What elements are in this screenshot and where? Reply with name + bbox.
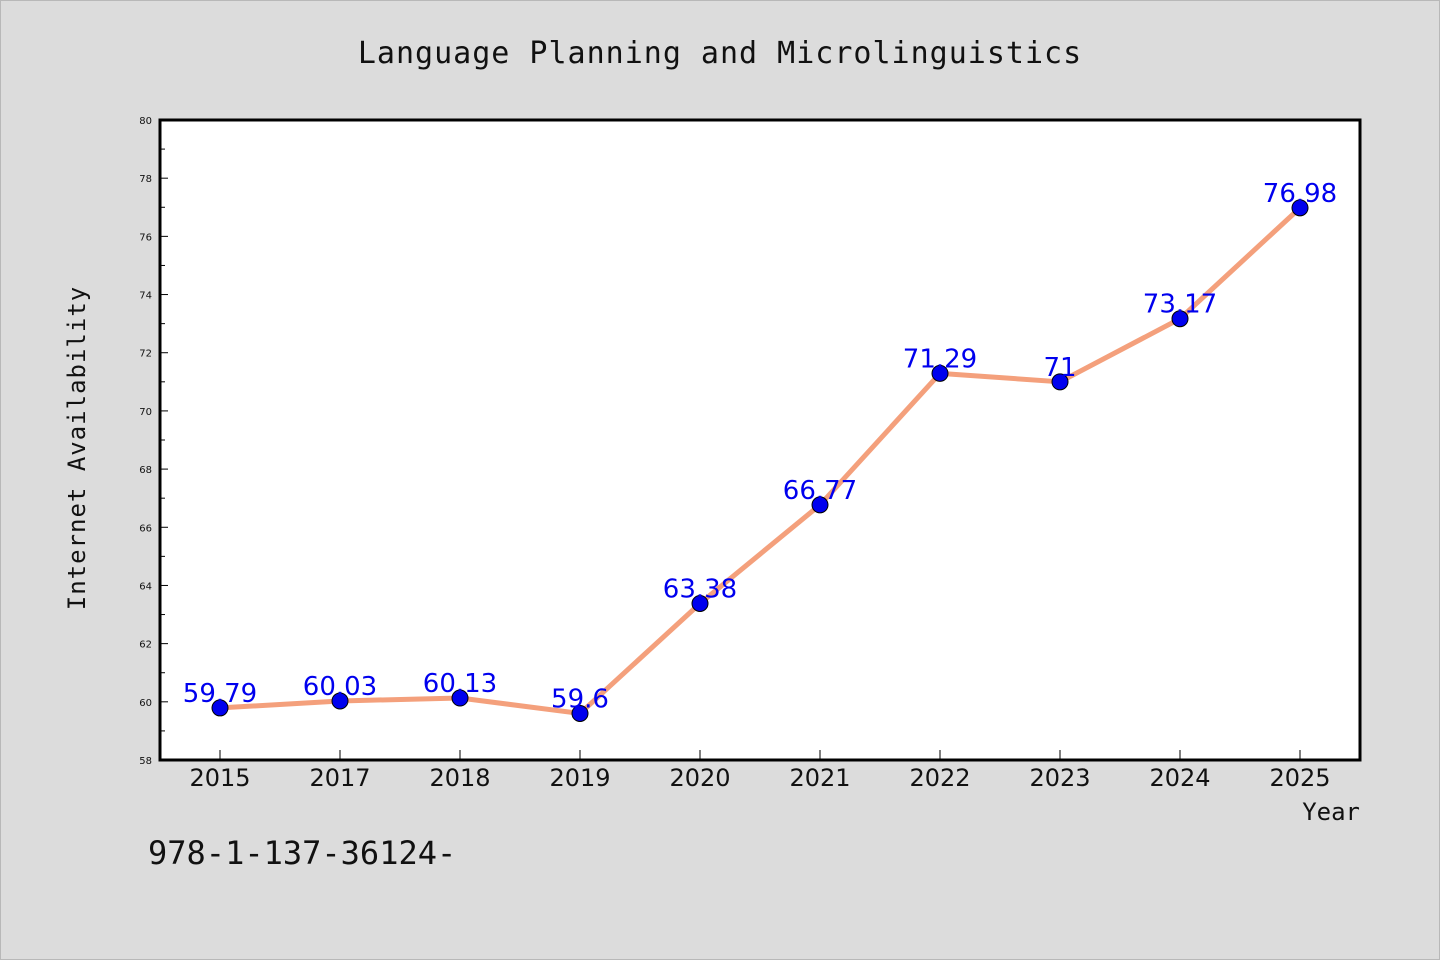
y-tick-label: 76: [139, 232, 152, 243]
y-axis-label: Internet Availability: [63, 286, 91, 610]
y-tick-label: 60: [139, 698, 152, 709]
x-axis: 2015 2017 2018 2019 2020 2021 2022 2023 2024 2025: [189, 750, 1331, 792]
x-tick-label: 2023: [1029, 764, 1090, 792]
x-tick-label: 2017: [309, 764, 370, 792]
data-label: 60.03: [303, 672, 377, 702]
data-point: [571, 704, 589, 722]
data-point: [811, 496, 829, 514]
chart-title: Language Planning and Microlinguistics: [358, 36, 1082, 71]
data-point: [1051, 373, 1069, 391]
y-tick-label: 68: [139, 465, 152, 476]
series-line: [217, 205, 1303, 716]
y-tick-label: 66: [139, 523, 152, 534]
y-tick-label: 72: [139, 349, 152, 360]
x-tick-label: 2015: [189, 764, 250, 792]
x-tick-label: 2021: [789, 764, 850, 792]
data-label: 71.29: [903, 344, 977, 374]
data-label: 60.13: [423, 669, 497, 699]
data-label: 71: [1043, 353, 1076, 383]
plot-area: [158, 118, 1362, 762]
y-tick-label: 58: [139, 756, 152, 767]
data-label: 73.17: [1143, 290, 1217, 320]
x-tick-label: 2025: [1269, 764, 1330, 792]
y-tick-label: 78: [139, 174, 152, 185]
y-tick-label: 70: [139, 407, 152, 418]
data-series: [211, 199, 1309, 722]
y-axis: 58 60 62 64 66 68 70 72 74 76 78 80: [139, 116, 168, 767]
data-point: [211, 699, 229, 717]
data-point: [1291, 199, 1309, 217]
y-tick-label: 80: [139, 116, 152, 127]
x-tick-label: 2022: [909, 764, 970, 792]
data-label: 59.6: [551, 684, 609, 714]
data-point: [451, 689, 469, 707]
data-point: [691, 594, 709, 612]
data-label: 76.98: [1263, 179, 1337, 209]
y-tick-label: 64: [139, 581, 152, 592]
x-tick-label: 2020: [669, 764, 730, 792]
data-label: 59.79: [183, 679, 257, 709]
data-labels: 59.79 60.03 60.13 59.6 63.38 66.77 71.29 71 73.1…: [183, 179, 1337, 715]
x-tick-label: 2018: [429, 764, 490, 792]
x-axis-label: Year: [1302, 798, 1360, 826]
x-tick-label: 2019: [549, 764, 610, 792]
data-label: 63.38: [663, 574, 737, 604]
data-point: [331, 692, 349, 710]
data-point: [1171, 310, 1189, 328]
y-tick-label: 74: [139, 291, 152, 302]
x-tick-label: 2024: [1149, 764, 1210, 792]
data-point: [931, 364, 949, 382]
y-tick-label: 62: [139, 640, 152, 651]
data-label: 66.77: [783, 476, 857, 506]
footer-code: 978-1-137-36124-: [148, 834, 456, 872]
